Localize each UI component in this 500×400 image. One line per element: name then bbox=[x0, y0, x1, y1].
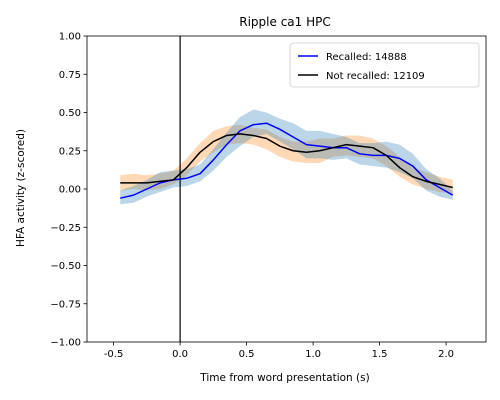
y-tick-label-0: −1.00 bbox=[50, 338, 81, 349]
series-1-error-band bbox=[120, 124, 453, 194]
series-0-line bbox=[120, 122, 454, 199]
legend-label-0: Recalled: 14888 bbox=[326, 52, 407, 63]
y-tick-label-6: 0.50 bbox=[59, 108, 81, 119]
y-tick-label-5: 0.25 bbox=[59, 146, 81, 157]
y-axis-label: HFA activity (z-scored) bbox=[15, 129, 27, 247]
axes: -0.5 0.0 0.5 1.0 1.5 2.0 −1.00 −0.75 −0.50 −0.25 0… bbox=[50, 32, 487, 360]
legend-label-1: Not recalled: 12109 bbox=[326, 71, 425, 82]
x-tick-label-0: -0.5 bbox=[104, 349, 124, 360]
series-0-error-band bbox=[120, 109, 453, 205]
x-axis-label: Time from word presentation (s) bbox=[199, 372, 369, 384]
y-tick-label-4: 0.00 bbox=[59, 185, 81, 196]
x-tick-label-4: 1.5 bbox=[372, 349, 388, 360]
x-tick-label-5: 2.0 bbox=[438, 349, 454, 360]
x-tick-label-1: 0.0 bbox=[172, 349, 188, 360]
legend-box bbox=[289, 42, 480, 88]
y-tick-label-3: −0.25 bbox=[50, 223, 81, 234]
x-tick-label-3: 1.0 bbox=[305, 349, 321, 360]
legend: Recalled: 14888 Not recalled: 12109 bbox=[289, 42, 480, 88]
series-1-line bbox=[120, 133, 453, 189]
plot-area bbox=[120, 36, 454, 342]
y-tick-label-1: −0.75 bbox=[50, 299, 81, 310]
chart-title: Ripple ca1 HPC bbox=[239, 15, 330, 29]
y-tick-label-2: −0.50 bbox=[50, 261, 81, 272]
x-tick-label-2: 0.5 bbox=[239, 349, 255, 360]
y-tick-label-7: 0.75 bbox=[59, 70, 81, 81]
y-tick-label-8: 1.00 bbox=[59, 32, 81, 43]
